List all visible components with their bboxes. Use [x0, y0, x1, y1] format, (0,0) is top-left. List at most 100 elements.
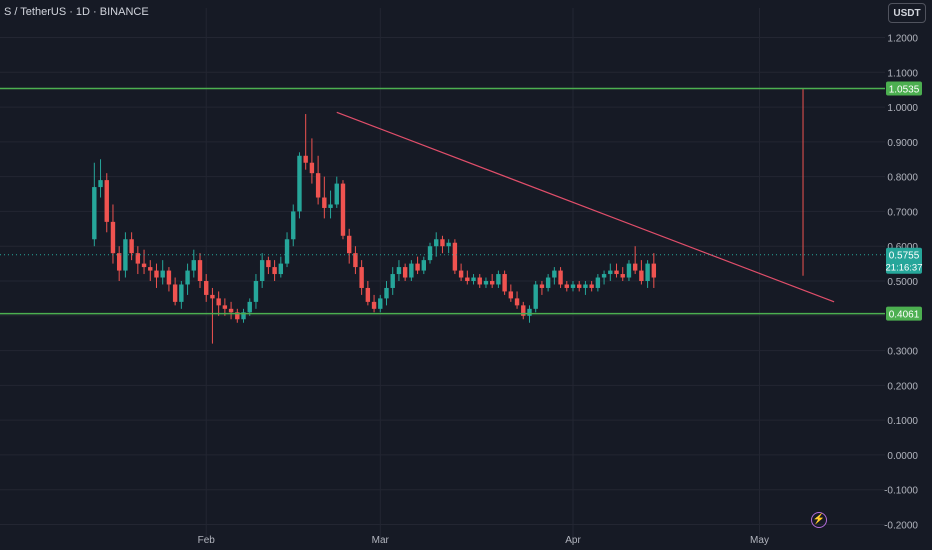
candle-body: [552, 270, 557, 278]
candle-body: [278, 263, 284, 275]
candle-body: [608, 270, 613, 275]
candle-body: [303, 155, 308, 163]
candle-body: [222, 305, 228, 309]
descending-trendline: [336, 111, 835, 303]
y-tick-label: 0.8000: [887, 173, 918, 184]
candle-body: [204, 281, 209, 295]
candle-body: [253, 281, 259, 302]
candle-body: [620, 274, 625, 278]
candle-body: [259, 260, 265, 281]
level-price-label: 1.0535: [889, 84, 920, 95]
candle-body: [477, 277, 482, 285]
candle-body: [564, 284, 569, 288]
candle-body: [347, 235, 352, 254]
x-tick-label: Feb: [198, 535, 216, 546]
candle-body: [359, 267, 364, 288]
candle-body: [197, 260, 203, 281]
candle-body: [179, 284, 184, 302]
candle-body: [116, 253, 122, 271]
candle-body: [595, 277, 601, 288]
y-tick-label: 0.3000: [887, 347, 918, 358]
x-tick-label: Mar: [372, 535, 390, 546]
candle-body: [489, 281, 495, 285]
candle-body: [241, 312, 246, 320]
y-tick-label: 0.9000: [887, 138, 918, 149]
candle-body: [160, 270, 165, 278]
candle-body: [384, 287, 389, 299]
candle-body: [645, 263, 650, 281]
candle-body: [272, 267, 277, 275]
candle-body: [309, 162, 315, 174]
candle-body: [539, 284, 545, 288]
y-tick-label: 1.1000: [887, 68, 918, 79]
candle-body: [527, 308, 532, 316]
candle-body: [104, 180, 109, 222]
candle-body: [639, 270, 644, 281]
candle-body: [440, 239, 445, 247]
candle-body: [483, 281, 489, 285]
candle-body: [110, 221, 116, 254]
candle-body: [135, 253, 141, 264]
x-tick-label: May: [750, 535, 769, 546]
candle-body: [614, 270, 619, 275]
candle-body: [191, 260, 196, 271]
candle-body: [334, 183, 339, 205]
y-tick-label: 0.6000: [887, 242, 918, 253]
candle-body: [521, 305, 526, 316]
current-price-tag: [886, 247, 922, 274]
candle-body: [626, 263, 632, 278]
candle-body: [632, 263, 638, 271]
candle-body: [570, 284, 576, 288]
candle-body: [322, 197, 327, 208]
candle-body: [297, 155, 302, 212]
candle-body: [166, 270, 172, 285]
candle-body: [583, 284, 588, 288]
current-price-label: 0.5755: [889, 251, 920, 262]
candle-body: [172, 284, 178, 302]
candle-body: [421, 260, 426, 271]
candle-body: [291, 211, 296, 240]
candle-body: [216, 298, 221, 306]
candle-body: [471, 277, 476, 281]
y-tick-label: 0.5000: [887, 277, 918, 288]
candle-body: [390, 274, 395, 288]
candle-body: [340, 183, 346, 236]
candle-body: [284, 239, 290, 264]
y-tick-label: 1.0000: [887, 103, 918, 114]
candle-body: [371, 301, 377, 309]
candle-body: [415, 263, 420, 271]
candle-body: [396, 267, 402, 275]
candle-body: [558, 270, 563, 285]
currency-button[interactable]: USDT: [888, 3, 926, 23]
candle-body: [210, 294, 215, 299]
candle-body: [446, 242, 451, 247]
candle-body: [452, 242, 458, 271]
candle-body: [502, 274, 507, 292]
candle-body: [601, 274, 607, 278]
candle-body: [589, 284, 594, 288]
x-tick-label: Apr: [565, 535, 581, 546]
candle-body: [533, 284, 538, 309]
candle-body: [129, 239, 134, 254]
candle-body: [378, 298, 383, 309]
candle-body: [409, 263, 414, 278]
candle-body: [402, 267, 408, 278]
candle-body: [141, 263, 147, 268]
candle-body: [328, 204, 333, 208]
candle-body: [185, 270, 190, 285]
candle-countdown-label: 21:16:37: [886, 263, 923, 274]
candle-body: [365, 287, 371, 302]
candle-body: [123, 239, 128, 271]
candle-body: [315, 173, 321, 198]
candle-body: [465, 277, 470, 281]
level-price-tag: [886, 81, 922, 96]
lightning-icon[interactable]: ⚡: [811, 512, 827, 528]
symbol-title: S / TetherUS · 1D · BINANCE: [4, 6, 149, 18]
y-tick-label: 0.7000: [887, 207, 918, 218]
y-tick-label: -0.1000: [884, 486, 918, 497]
candle-body: [235, 312, 240, 320]
candle-body: [458, 270, 464, 278]
level-price-label: 0.4061: [889, 310, 920, 321]
